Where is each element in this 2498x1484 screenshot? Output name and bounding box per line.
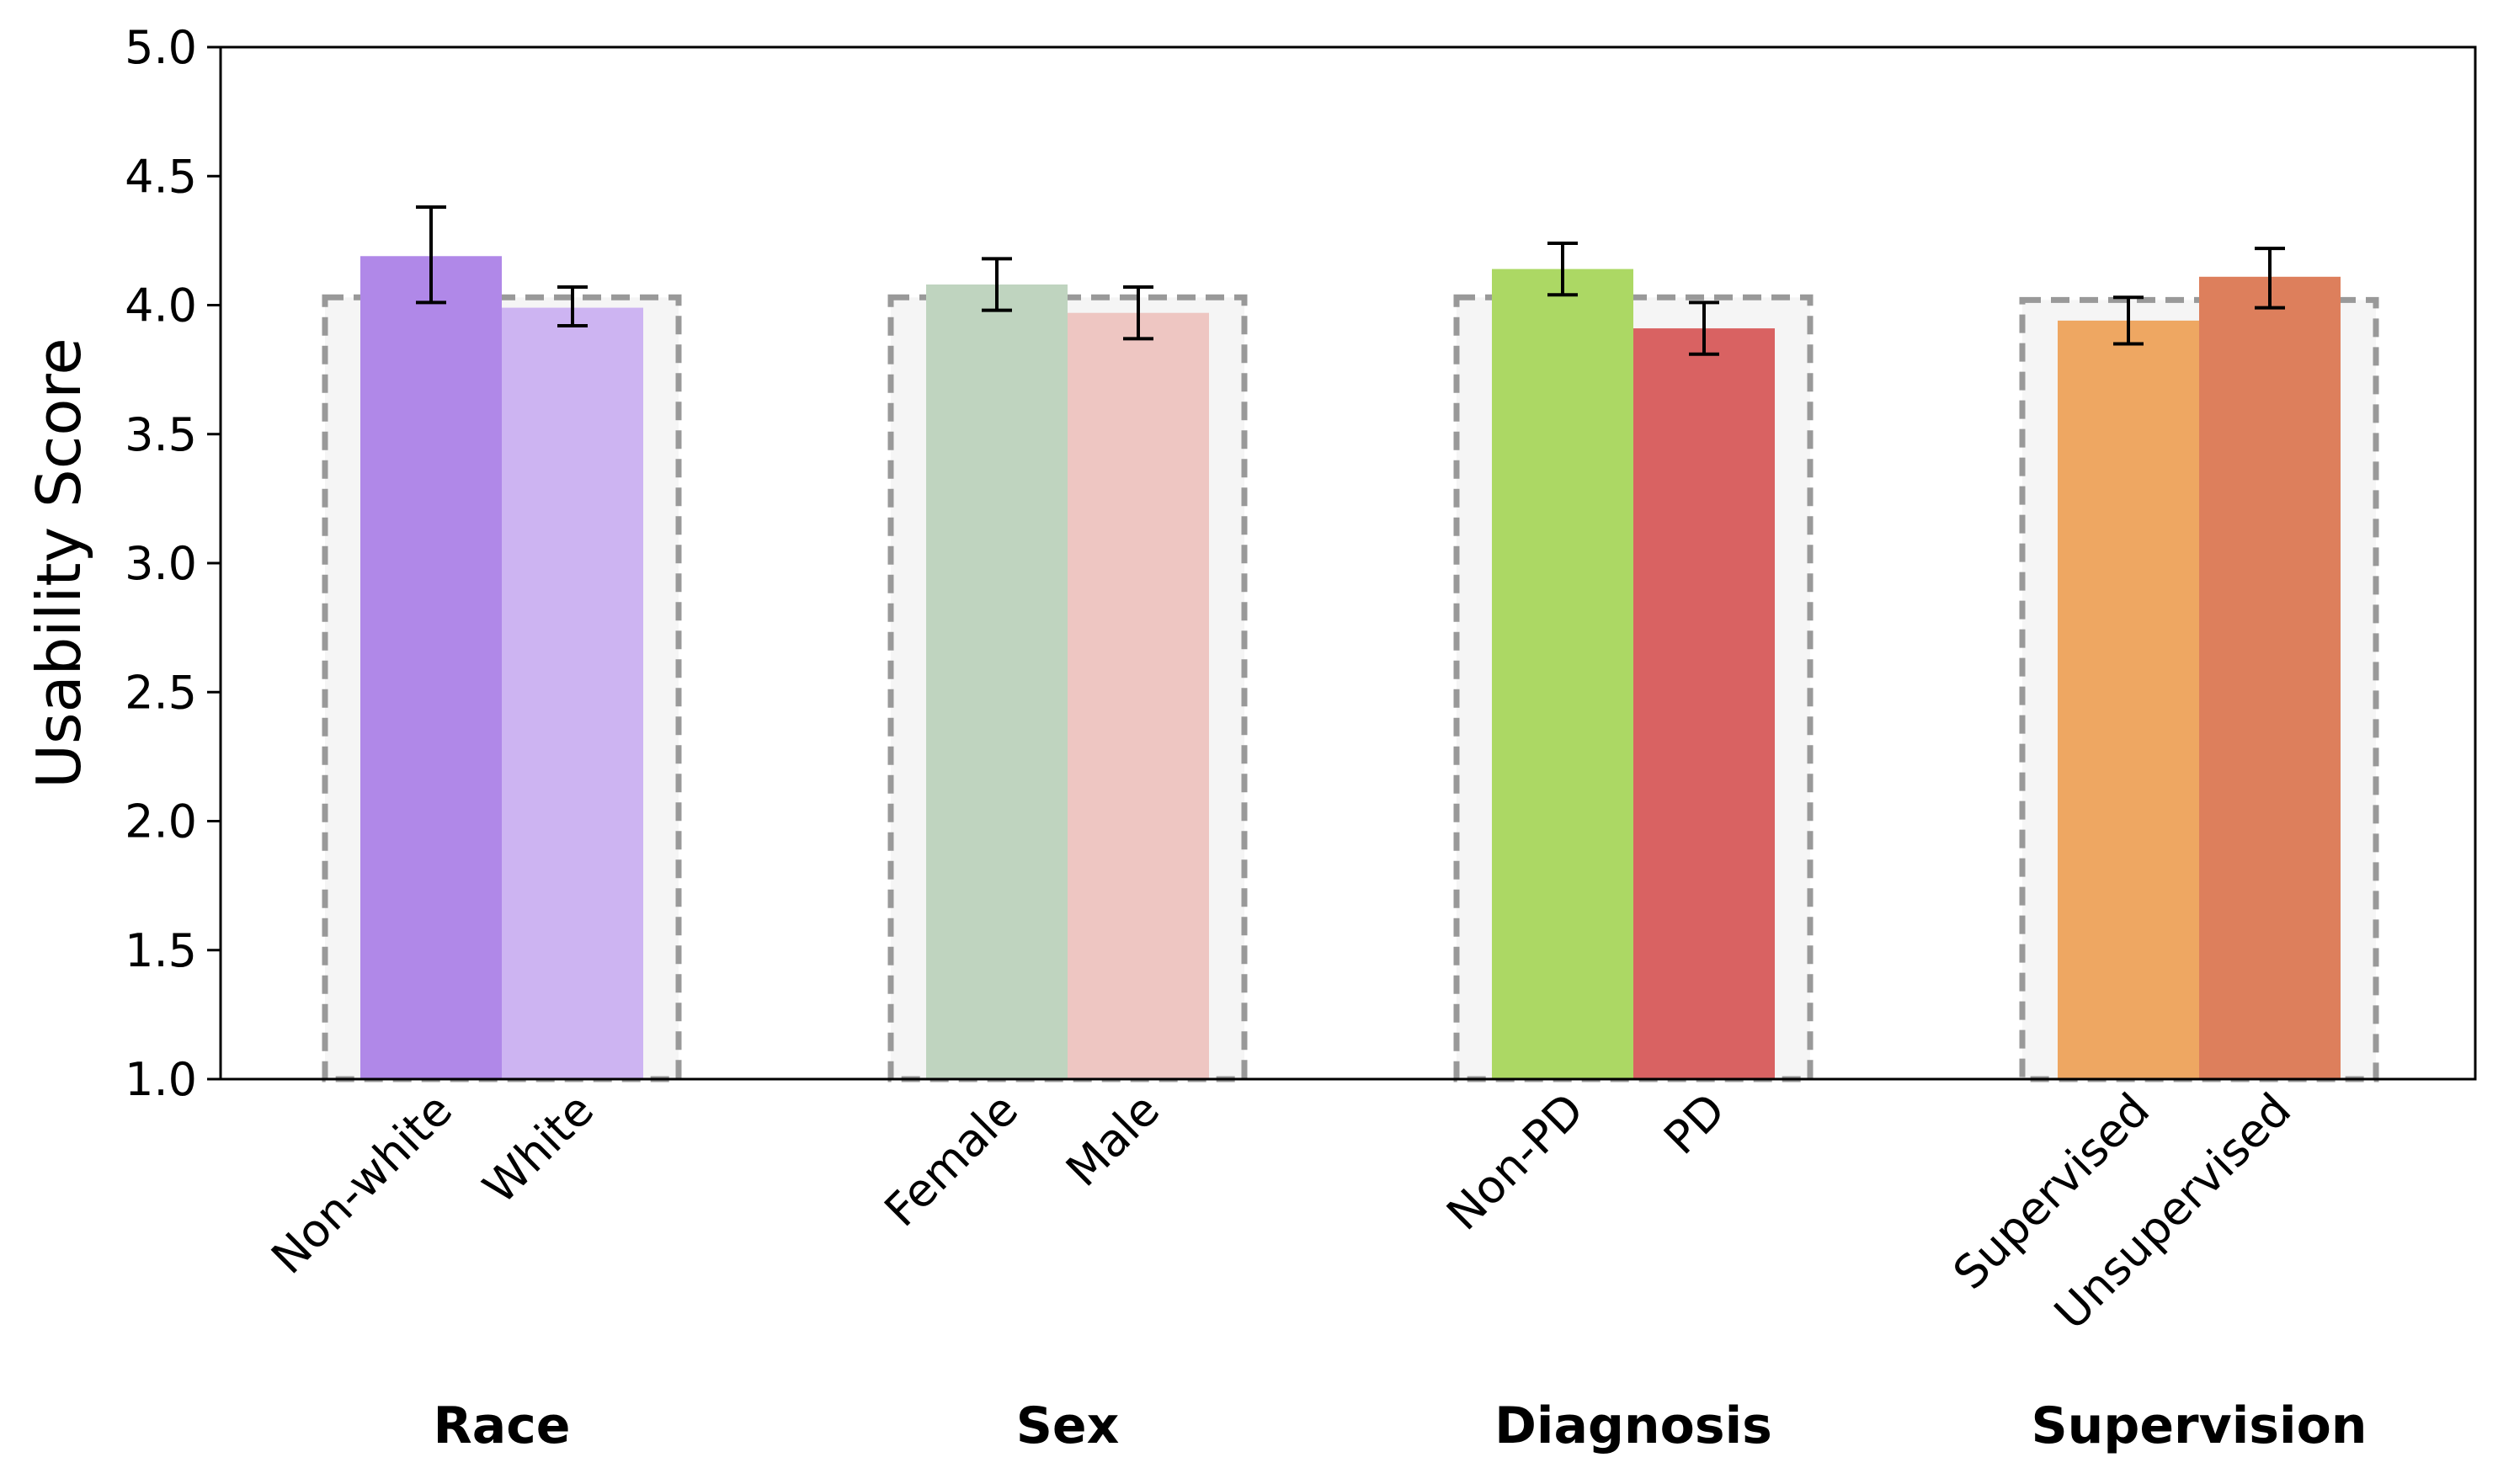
y-tick-label: 2.5 <box>125 666 197 719</box>
group-title: Sex <box>1016 1396 1120 1455</box>
bar-label: Female <box>875 1083 1029 1237</box>
y-tick-label: 2.0 <box>125 795 197 848</box>
bar <box>1492 269 1633 1080</box>
bar-label: White <box>473 1083 605 1215</box>
y-axis-ticks: 1.0 1.5 2.0 2.5 3.0 3.5 4.0 4.5 5.0 <box>125 21 221 1106</box>
y-tick-label: 1.0 <box>125 1053 197 1106</box>
y-tick-label: 1.5 <box>125 924 197 977</box>
bar-label: Non-white <box>261 1083 462 1285</box>
bar <box>502 307 643 1079</box>
bar <box>1633 328 1775 1080</box>
y-tick-label: 5.0 <box>125 21 197 74</box>
group-title: Supervision <box>2031 1396 2367 1455</box>
bar <box>1068 312 1209 1079</box>
bar <box>360 256 502 1079</box>
bar-label: Non-PD <box>1436 1083 1594 1241</box>
bar <box>2058 320 2199 1079</box>
group-title: Diagnosis <box>1494 1396 1772 1455</box>
y-tick-label: 3.0 <box>125 537 197 590</box>
bar-label: Male <box>1056 1083 1169 1197</box>
bar <box>926 284 1068 1080</box>
bar-label: PD <box>1654 1083 1735 1165</box>
error-bars <box>416 205 2285 356</box>
y-tick-label: 4.5 <box>125 150 197 203</box>
bar <box>2199 276 2341 1079</box>
group-titles: Race Sex Diagnosis Supervision <box>434 1396 2368 1455</box>
y-axis-title: Usability Score <box>24 338 94 788</box>
bars <box>360 256 2341 1080</box>
x-axis-bar-labels: Non-white White Female Male Non-PD PD Supervis… <box>261 1083 2301 1340</box>
y-tick-label: 3.5 <box>125 408 197 461</box>
y-tick-label: 4.0 <box>125 279 197 332</box>
group-title: Race <box>434 1396 571 1455</box>
